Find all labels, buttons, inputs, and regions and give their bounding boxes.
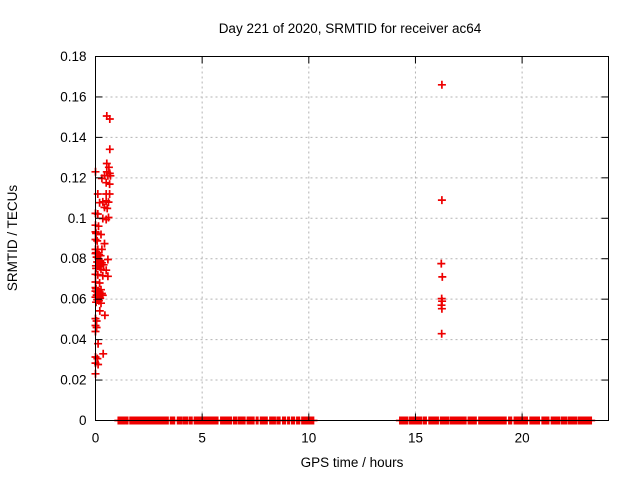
y-tick-label: 0 — [79, 413, 87, 428]
x-tick-label: 10 — [301, 431, 316, 446]
axes-and-ticks — [95, 56, 609, 421]
x-tick-label: 5 — [198, 431, 206, 446]
x-tick-label: 0 — [92, 431, 100, 446]
y-tick-label: 0.06 — [60, 292, 86, 307]
y-tick-label: 0.02 — [60, 373, 86, 388]
chart-title: Day 221 of 2020, SRMTID for receiver ac6… — [219, 21, 482, 36]
tick-labels: 0 5 10 15 20 0 0.02 0.04 0.06 0.08 0.1 0.12 0.14 0.16… — [60, 49, 529, 446]
plot-border — [95, 56, 609, 421]
y-tick-label: 0.18 — [60, 49, 86, 64]
series-morning-cluster — [91, 112, 115, 378]
data-points — [91, 80, 596, 425]
y-tick-label: 0.08 — [60, 251, 86, 266]
y-tick-label: 0.14 — [60, 130, 87, 145]
series-afternoon-cluster-16h — [437, 80, 447, 338]
x-axis-label: GPS time / hours — [301, 455, 404, 470]
y-tick-label: 0.1 — [68, 211, 87, 226]
y-tick-label: 0.16 — [60, 89, 86, 104]
x-tick-label: 15 — [408, 431, 423, 446]
y-axis-label: SRMTID / TECUs — [5, 185, 20, 292]
gridlines — [95, 56, 609, 421]
y-tick-label: 0.04 — [60, 332, 87, 347]
y-tick-label: 0.12 — [60, 170, 86, 185]
x-tick-label: 20 — [515, 431, 530, 446]
